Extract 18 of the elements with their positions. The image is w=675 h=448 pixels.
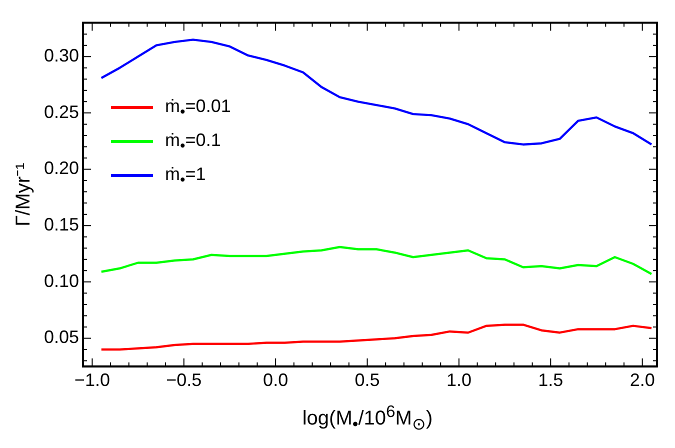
y-tick-label: 0.30 [44,46,80,66]
y-tick-label: 0.15 [44,214,80,235]
legend-label: ṁ$_{•}$=0.01 [165,96,231,120]
y-axis-title: Γ/Myr⁻¹ [12,162,35,226]
x-tick-label: 0.0 [263,370,288,390]
x-tick-label: 1.5 [538,370,564,390]
x-tick-label: −0.5 [166,370,202,390]
x-tick-label: −1.0 [74,370,110,390]
y-tick-label: 0.20 [44,158,80,178]
x-tick-label: 0.5 [354,370,380,390]
y-tick-label: 0.25 [44,102,80,122]
x-tick-label: 2.0 [630,370,655,390]
x-tick-label: 1.0 [446,370,472,390]
x-axis-title: log(M$_{•}$/10$^{6}$M$_{⊙}$) [301,402,434,435]
legend-label: ṁ$_{•}$=1 [165,164,206,188]
y-tick-label: 0.05 [44,327,80,348]
legend-label: ṁ$_{•}$=0.1 [165,130,221,154]
y-tick-label: 0.10 [44,270,80,291]
